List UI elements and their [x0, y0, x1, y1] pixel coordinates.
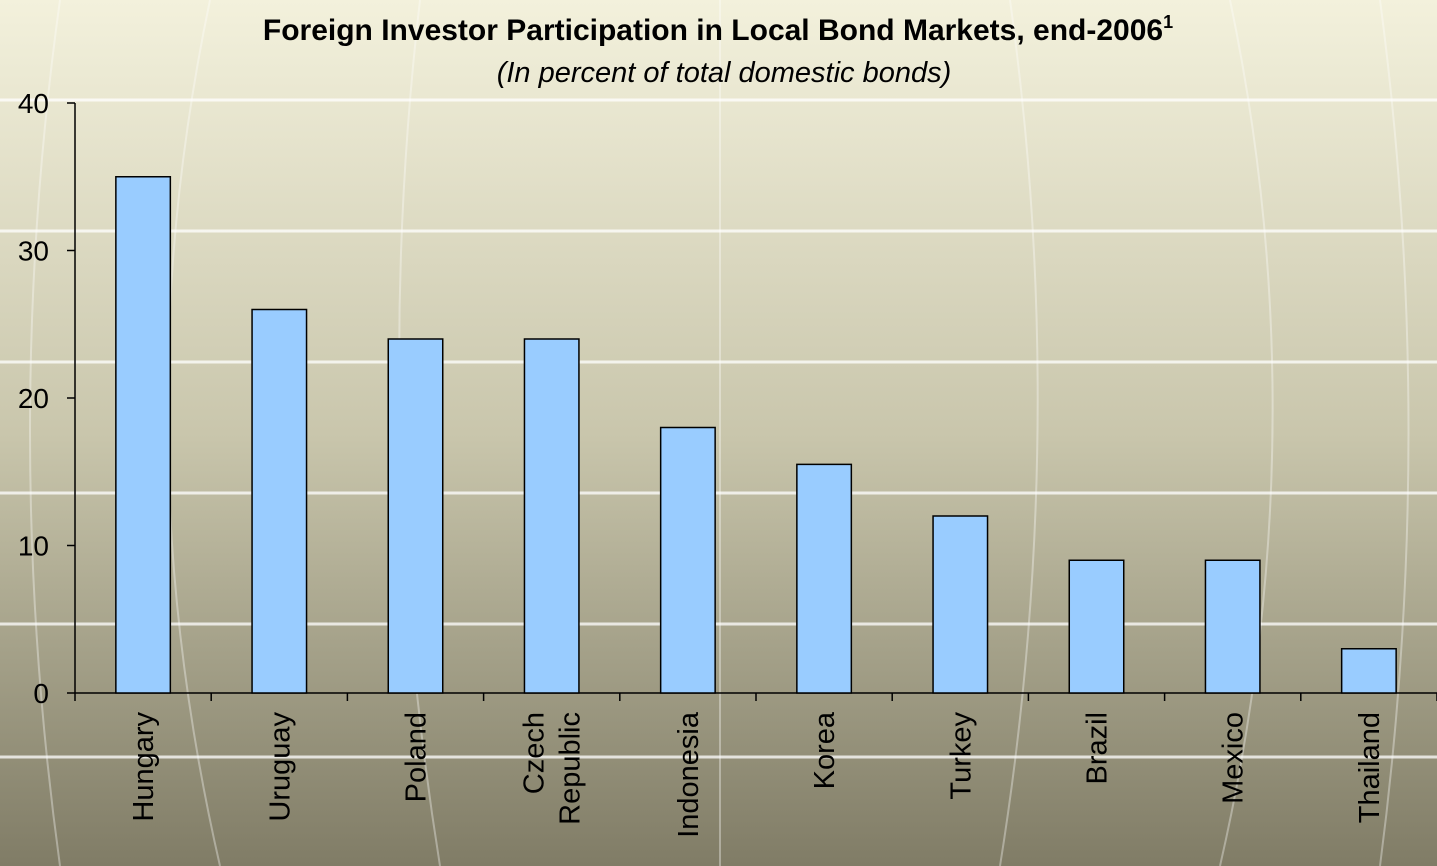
bar: [659, 426, 716, 694]
background-curves: [29, 0, 1410, 866]
x-tick-label-line: Thailand: [1354, 712, 1386, 823]
x-tick-label-line: Brazil: [1082, 712, 1114, 785]
x-tick-label-line: Hungary: [128, 712, 160, 822]
bar: [387, 338, 444, 694]
x-tick-label-line: Korea: [809, 711, 841, 789]
bar: [251, 308, 308, 694]
chart-subtitle: (In percent of total domestic bonds): [497, 57, 952, 89]
bar: [932, 515, 989, 694]
background-lines: [0, 98, 1437, 759]
x-tick-label: Korea: [809, 711, 841, 789]
x-tick-label: Mexico: [1218, 712, 1250, 804]
bar: [1340, 648, 1397, 694]
title-superscript: 1: [1163, 12, 1173, 32]
x-tick-label-line: Mexico: [1218, 712, 1250, 804]
x-tick-label: Indonesia: [673, 711, 705, 838]
y-tick-label: 0: [33, 678, 49, 709]
x-tick-label: Turkey: [945, 712, 977, 800]
y-tick-label: 20: [18, 383, 49, 414]
x-tick-label: Czech Republic: [519, 712, 587, 825]
x-tick-label-line: Uruguay: [264, 712, 296, 822]
bar: [796, 463, 853, 694]
x-tick-label-line: Turkey: [945, 712, 977, 800]
chart-title-text: Foreign Investor Participation in Local …: [263, 14, 1163, 47]
x-tick-label-line: Indonesia: [673, 711, 705, 838]
bar: [1068, 559, 1125, 694]
x-tick-label: Thailand: [1354, 712, 1386, 823]
x-tick-label-line: Republic: [555, 712, 587, 825]
y-tick-label: 30: [18, 236, 49, 267]
x-tick-label-line: Czech: [519, 712, 551, 794]
x-tick-label: Uruguay: [264, 712, 296, 822]
chart-title: Foreign Investor Participation in Local …: [263, 12, 1173, 47]
bar: [1204, 559, 1261, 694]
bar: [115, 176, 172, 694]
y-tick-label: 10: [18, 531, 49, 562]
bar: [523, 338, 580, 694]
y-tick-label: 40: [18, 88, 49, 119]
x-tick-label: Hungary: [128, 712, 160, 822]
x-tick-label: Brazil: [1082, 712, 1114, 785]
x-tick-label: Poland: [401, 712, 433, 802]
x-tick-label-line: Poland: [401, 712, 433, 802]
